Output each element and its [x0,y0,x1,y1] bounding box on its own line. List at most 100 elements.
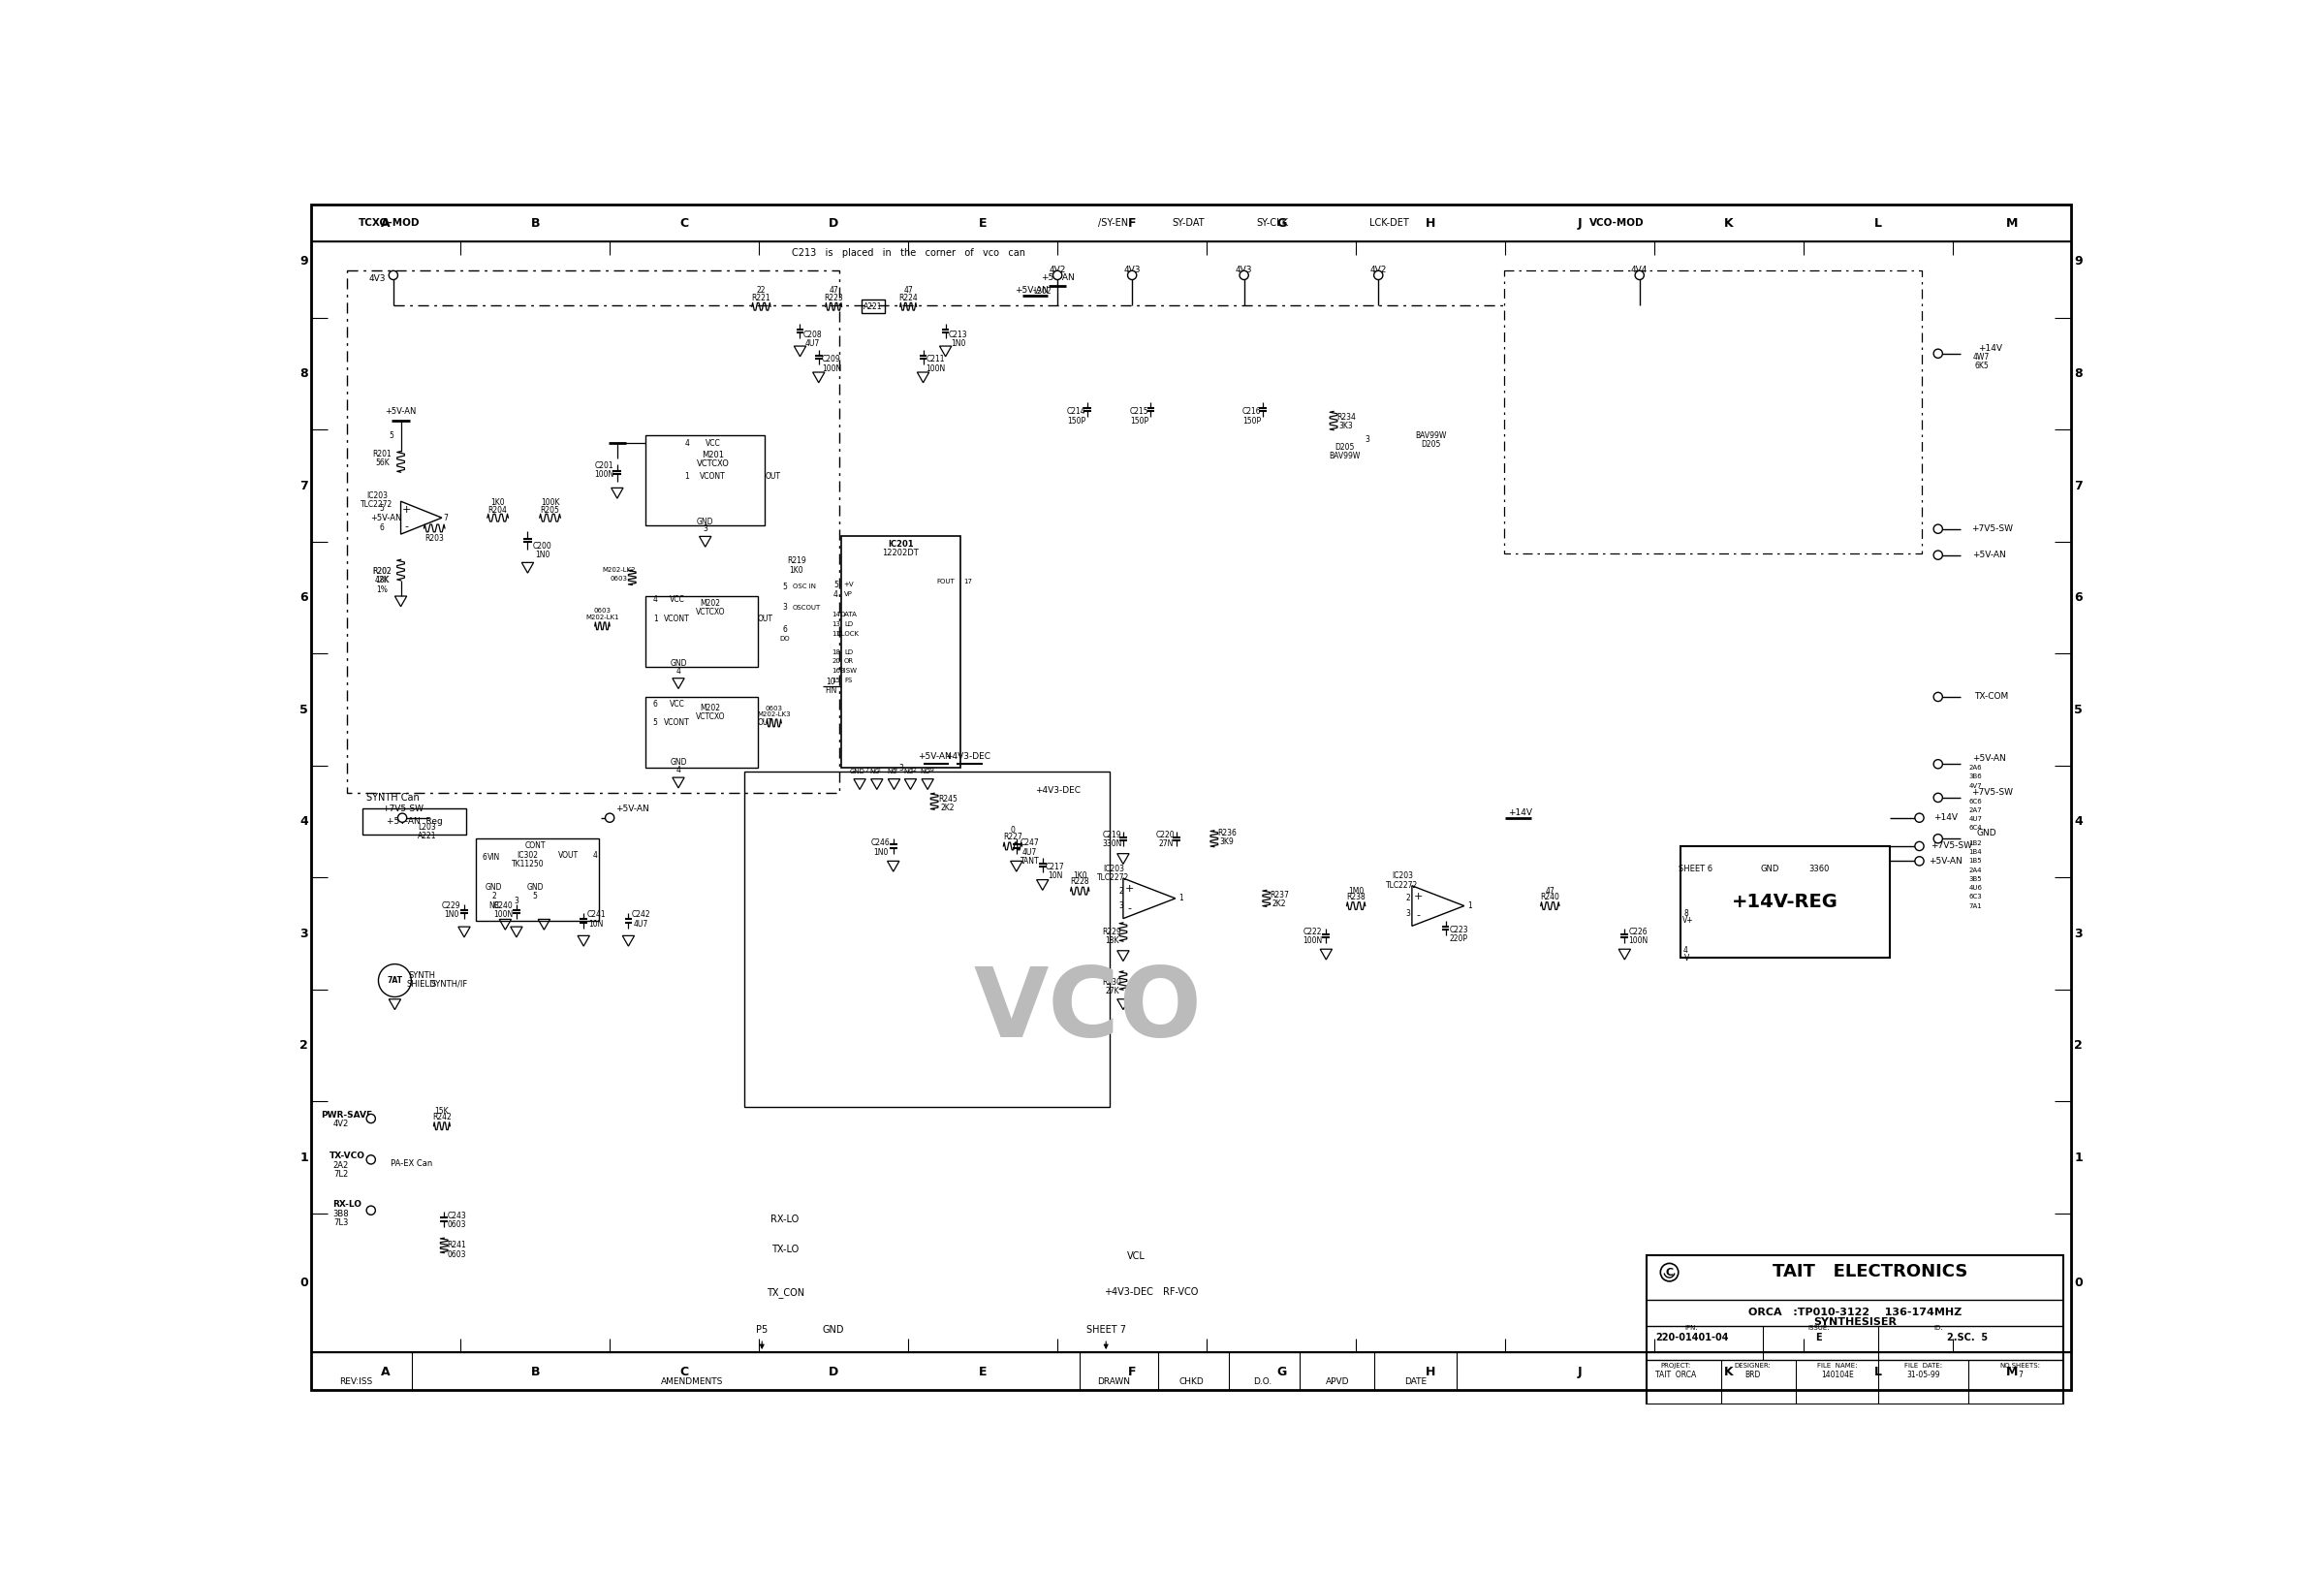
Text: 15: 15 [832,677,841,683]
Text: VCC: VCC [704,439,720,448]
Text: L202: L202 [1034,287,1050,297]
Text: 6: 6 [481,854,486,862]
Text: 2K2: 2K2 [941,803,955,813]
Text: 6: 6 [379,524,383,532]
Circle shape [1239,271,1248,279]
Bar [646,436,765,525]
Circle shape [367,1155,376,1165]
Text: 0603: 0603 [593,608,611,614]
Text: R238: R238 [1346,893,1367,901]
Text: 10N: 10N [588,920,604,928]
Text: 0: 0 [1011,825,1016,835]
Text: M: M [2006,216,2017,229]
Text: 16: 16 [832,667,841,674]
Text: 8: 8 [1683,909,1687,918]
Text: 7AT: 7AT [388,977,402,985]
Circle shape [1934,794,1943,802]
Text: OR: OR [844,658,853,664]
Text: 100N: 100N [495,911,514,918]
Text: 1K0: 1K0 [490,499,504,507]
Text: 5: 5 [300,704,309,716]
Text: C246: C246 [872,839,890,847]
Text: PWR-SAVE: PWR-SAVE [321,1111,372,1119]
Text: +V: +V [844,582,853,589]
Text: P5: P5 [755,1326,767,1335]
Text: C240: C240 [495,901,514,911]
Text: VCL: VCL [1127,1251,1146,1261]
Text: SYNTH: SYNTH [409,970,435,980]
Text: C217: C217 [1046,863,1064,871]
Text: OSC IN: OSC IN [792,584,816,589]
Text: R219: R219 [788,557,806,565]
Text: 3: 3 [702,524,706,533]
Text: ORCA   :TP010-3122    136-174MHZ: ORCA :TP010-3122 136-174MHZ [1748,1308,1961,1318]
Text: C247: C247 [1020,839,1039,847]
Text: TAIT   ELECTRONICS: TAIT ELECTRONICS [1773,1262,1968,1280]
Text: B: B [530,216,539,229]
Circle shape [1915,841,1924,851]
Text: C208: C208 [804,330,823,339]
Text: GND: GND [486,882,502,892]
Text: 18: 18 [832,649,841,655]
Text: M202-LK2: M202-LK2 [602,567,634,573]
Text: 7A1: 7A1 [1968,903,1982,909]
Text: TAIT  ORCA: TAIT ORCA [1655,1370,1697,1379]
Text: 56K: 56K [374,458,390,467]
Text: +5V-AN: +5V-AN [1041,273,1074,282]
Text: R227: R227 [1004,833,1023,841]
Text: 4V2: 4V2 [332,1119,349,1128]
Text: BAV99W: BAV99W [1415,431,1446,440]
Text: RF-VCO: RF-VCO [1162,1288,1199,1297]
Bar [1504,270,1922,554]
Text: R228: R228 [1071,877,1090,887]
Text: 7: 7 [2017,1370,2022,1379]
Text: APVD: APVD [1325,1378,1350,1387]
Text: C: C [1666,1267,1673,1277]
Text: TLC2272: TLC2272 [1097,873,1129,882]
Text: DRAWN: DRAWN [1097,1378,1129,1387]
Text: NB: NB [488,901,500,911]
Text: 18K: 18K [1104,937,1118,945]
Text: H: H [1425,216,1436,229]
Text: VOUT: VOUT [558,851,579,860]
Circle shape [367,1114,376,1124]
Text: PROJECT:: PROJECT: [1659,1363,1690,1368]
Text: 3B5: 3B5 [1968,876,1982,882]
Circle shape [367,1206,376,1215]
Text: 27N: 27N [1157,839,1174,849]
Text: 5: 5 [2073,704,2082,716]
Text: R205: R205 [541,507,560,514]
Text: +14V: +14V [1934,813,1957,822]
Text: 4: 4 [593,851,597,860]
Bar [476,838,600,922]
Text: VCTCXO: VCTCXO [695,608,725,617]
Text: 6: 6 [2073,592,2082,604]
Text: OUT: OUT [758,718,774,727]
Text: R223: R223 [825,294,844,301]
Text: 3: 3 [514,896,518,906]
Text: BISW: BISW [839,667,858,674]
Text: 19: 19 [927,767,934,773]
Text: TANT: TANT [1020,857,1039,865]
Text: 7: 7 [865,767,869,773]
Text: M201: M201 [702,451,723,459]
Text: 0: 0 [2073,1277,2082,1289]
Text: 4: 4 [683,439,690,448]
Text: +: + [402,505,411,514]
Text: L: L [1875,216,1882,229]
Text: 31-05-99: 31-05-99 [1906,1370,1941,1379]
Text: D: D [830,216,839,229]
Text: GND: GND [697,518,713,525]
Text: C209: C209 [823,355,841,365]
Text: R203: R203 [425,535,444,543]
Text: PA-EX Can: PA-EX Can [390,1158,432,1168]
Text: 9: 9 [2073,254,2082,267]
Text: 6K5: 6K5 [1973,361,1989,371]
Text: GND: GND [528,882,544,892]
Text: 7: 7 [2073,480,2082,492]
Text: C211: C211 [927,355,946,365]
Text: 2: 2 [1406,895,1411,903]
Bar [862,300,885,314]
Text: 1: 1 [1466,901,1471,911]
Circle shape [1373,271,1383,279]
